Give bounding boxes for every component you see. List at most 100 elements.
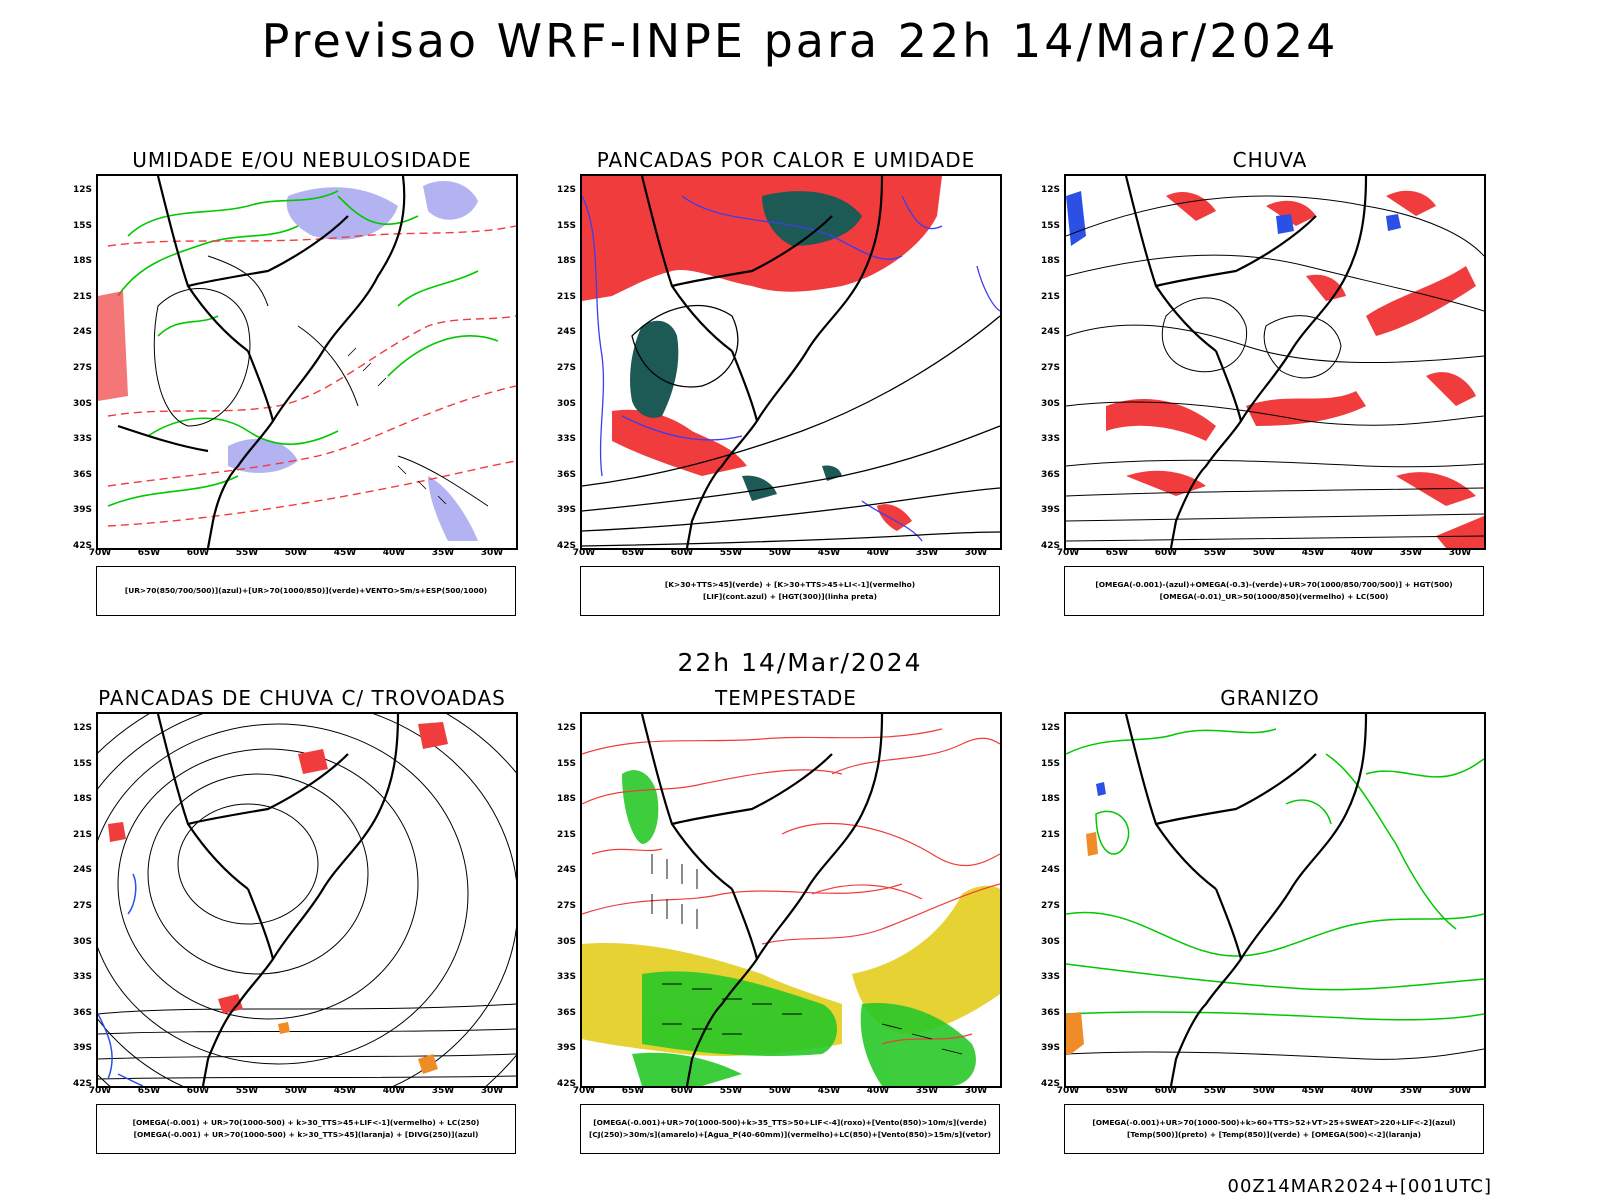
run-timestamp: 00Z14MAR2024+[001UTC] — [1227, 1176, 1492, 1197]
latitude-tick-label: 21S — [1040, 829, 1060, 840]
teal-instability-areas — [630, 191, 862, 501]
longitude-tick-label: 60W — [670, 548, 694, 558]
legend-line-2: [OMEGA(-0.01)_UR>50(1000/850)(vermelho) … — [1159, 592, 1389, 601]
longitude-tick-label: 40W — [866, 548, 890, 558]
latitude-tick-label: 39S — [72, 1043, 92, 1054]
latitude-tick-label: 42S — [1040, 541, 1060, 551]
panel-title: TEMPESTADE — [715, 686, 857, 710]
temp850-contours — [1066, 728, 1484, 1021]
legend-line-2: [CJ(250)>30m/s](amarelo)+[Agua_P(40-60mm… — [589, 1130, 991, 1139]
latitude-axis: 12S 15S 18S 21S 24S 27S 30S 33S 36S 39S 42S — [1020, 174, 1062, 551]
black-isobars — [153, 255, 489, 507]
map-frame — [1064, 174, 1486, 550]
latitude-axis: 12S 15S 18S 21S 24S 27S 30S 33S 36S 39S 42S — [1020, 712, 1062, 1089]
latitude-tick-label: 39S — [556, 1043, 576, 1054]
longitude-tick-label: 50W — [1252, 548, 1276, 558]
longitude-tick-label: 70W — [572, 1086, 596, 1096]
storm-map — [582, 714, 1000, 1086]
legend-line-1: [OMEGA(-0.001)+UR>70(1000-500)+k>35_TTS>… — [593, 1118, 987, 1127]
map-frame — [96, 712, 518, 1088]
convection-map — [582, 176, 1000, 548]
red-dashed-contours — [107, 225, 516, 527]
latitude-axis: 12S 15S 18S 21S 24S 27S 30S 33S 36S 39S 42S — [52, 712, 94, 1089]
longitude-tick-label: 35W — [431, 548, 455, 558]
longitude-tick-label: 70W — [88, 548, 112, 558]
latitude-tick-label: 36S — [1040, 1007, 1060, 1018]
longitude-axis: 70W 65W 60W 55W 50W 45W 40W 35W 30W — [573, 1086, 998, 1100]
latitude-tick-label: 30S — [72, 936, 92, 947]
longitude-tick-label: 65W — [621, 1086, 645, 1096]
latitude-tick-label: 21S — [556, 829, 576, 840]
latitude-tick-label: 15S — [1040, 220, 1060, 231]
blue-rain-patches — [1066, 191, 1401, 246]
wind-vectors — [347, 347, 447, 505]
blue-humidity-areas — [228, 181, 478, 541]
longitude-tick-label: 45W — [1301, 548, 1325, 558]
panel-chuva: CHUVA 12S 15S 18S 21S 24S 27S 30S 33S 36S 39S 42S — [1020, 148, 1520, 628]
latitude-tick-label: 27S — [1040, 901, 1060, 911]
red-shading-andes — [98, 291, 128, 401]
latitude-tick-label: 33S — [72, 434, 92, 445]
legend-line-2: [LIF](cont.azul) + [HGT(300)](linha pret… — [703, 592, 877, 601]
longitude-tick-label: 30W — [964, 1086, 988, 1096]
longitude-tick-label: 65W — [137, 1086, 161, 1096]
coastline-borders — [117, 176, 406, 548]
longitude-tick-label: 70W — [88, 1086, 112, 1096]
coastline-borders — [1124, 176, 1368, 548]
panel-legend: [OMEGA(-0.001)+UR>70(1000-500)+k>60+TTS>… — [1064, 1104, 1484, 1154]
latitude-tick-label: 12S — [1040, 185, 1060, 195]
temp500-contours — [1066, 1048, 1484, 1060]
panel-legend: [OMEGA(-0.001) + UR>70(1000-500) + k>30_… — [96, 1104, 516, 1154]
longitude-tick-label: 70W — [572, 548, 596, 558]
coastline-borders — [640, 176, 884, 548]
coastline-borders — [1124, 714, 1368, 1086]
thunderstorm-map — [98, 714, 516, 1086]
longitude-tick-label: 45W — [333, 1086, 357, 1096]
humidity-map — [98, 176, 516, 548]
latitude-tick-label: 21S — [556, 291, 576, 302]
longitude-tick-label: 40W — [382, 548, 406, 558]
longitude-tick-label: 30W — [1448, 548, 1472, 558]
panel-umidade: UMIDADE E/OU NEBULOSIDADE 12S 15S 18S 21S 24… — [52, 148, 552, 628]
red-pw-contours — [582, 728, 1000, 1045]
longitude-tick-label: 40W — [866, 1086, 890, 1096]
latitude-tick-label: 39S — [1040, 505, 1060, 516]
orange-omega-patches — [1066, 832, 1098, 1054]
longitude-tick-label: 45W — [817, 548, 841, 558]
latitude-tick-label: 27S — [72, 901, 92, 911]
latitude-tick-label: 15S — [1040, 758, 1060, 769]
longitude-tick-label: 45W — [817, 1086, 841, 1096]
legend-line-1: [OMEGA(-0.001)-(azul)+OMEGA(-0.3)-(verde… — [1095, 580, 1453, 589]
longitude-tick-label: 35W — [431, 1086, 455, 1096]
panel-legend: [UR>70(850/700/500)](azul)+[UR>70(1000/8… — [96, 566, 516, 616]
latitude-tick-label: 27S — [72, 363, 92, 373]
longitude-tick-label: 60W — [186, 548, 210, 558]
latitude-tick-label: 18S — [556, 256, 576, 267]
longitude-tick-label: 50W — [1252, 1086, 1276, 1096]
latitude-tick-label: 30S — [556, 398, 576, 409]
longitude-tick-label: 65W — [1105, 548, 1129, 558]
green-contours — [107, 190, 499, 507]
panel-title: PANCADAS POR CALOR E UMIDADE — [596, 148, 976, 172]
hail-map — [1066, 714, 1484, 1086]
page-title: Previsao WRF-INPE para 22h 14/Mar/2024 — [261, 14, 1339, 68]
coastline-borders — [156, 714, 400, 1086]
latitude-tick-label: 42S — [556, 541, 576, 551]
latitude-tick-label: 36S — [556, 1007, 576, 1018]
longitude-axis: 70W 65W 60W 55W 50W 45W 40W 35W 30W — [1057, 1086, 1482, 1100]
latitude-tick-label: 21S — [72, 291, 92, 302]
latitude-tick-label: 27S — [556, 901, 576, 911]
latitude-tick-label: 15S — [556, 758, 576, 769]
latitude-tick-label: 27S — [1040, 363, 1060, 373]
longitude-tick-label: 30W — [964, 548, 988, 558]
latitude-tick-label: 33S — [1040, 972, 1060, 983]
latitude-tick-label: 39S — [72, 505, 92, 516]
longitude-tick-label: 40W — [1350, 1086, 1374, 1096]
blue-hail-patches — [1096, 782, 1106, 796]
longitude-tick-label: 50W — [768, 548, 792, 558]
map-frame — [580, 712, 1002, 1088]
panel-title: PANCADAS DE CHUVA C/ TROVOADAS — [98, 686, 506, 710]
longitude-tick-label: 35W — [1399, 548, 1423, 558]
legend-line-1: [OMEGA(-0.001) + UR>70(1000-500) + k>30_… — [132, 1118, 480, 1127]
latitude-tick-label: 30S — [72, 398, 92, 409]
